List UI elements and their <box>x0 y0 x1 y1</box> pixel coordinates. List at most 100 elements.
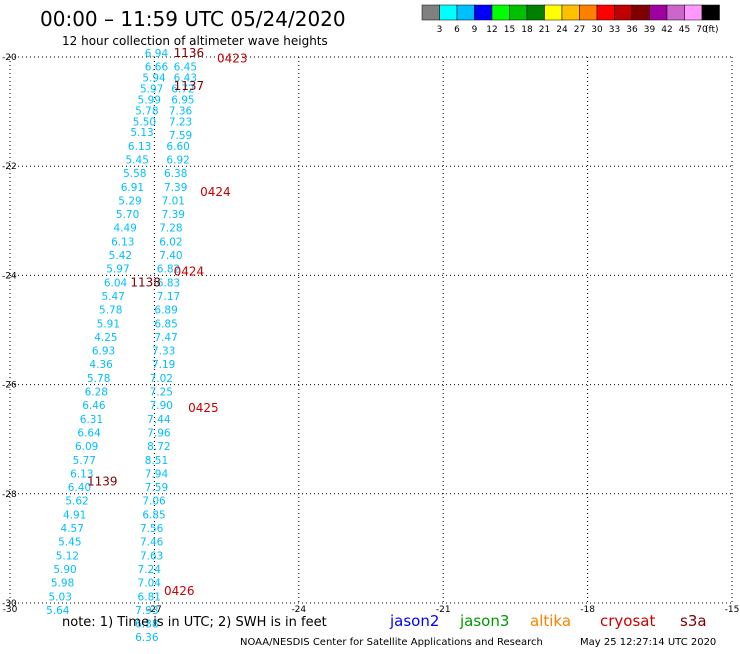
time-label: 0426 <box>164 584 195 598</box>
swh-label: 7.06 <box>142 496 166 508</box>
swh-label: 7.04 <box>138 578 162 590</box>
footer-credit: NOAA/NESDIS Center for Satellite Applica… <box>240 637 543 648</box>
swh-label: 4.36 <box>89 359 113 371</box>
color-scale-label: 39 <box>644 25 656 35</box>
y-tick-label: -30 <box>2 599 17 609</box>
color-scale-label: 6 <box>454 25 460 35</box>
swh-label: 5.62 <box>65 496 88 508</box>
swh-label: 6.13 <box>111 236 134 248</box>
color-scale-label: 15 <box>504 25 515 35</box>
color-scale-label: 3 <box>437 25 443 35</box>
x-tick-label: -21 <box>436 605 451 615</box>
swh-label: 5.47 <box>101 291 124 303</box>
swh-label: 5.45 <box>58 537 81 549</box>
swh-label: 6.88 <box>135 619 158 631</box>
swh-label: 7.17 <box>157 291 180 303</box>
swh-label: 5.29 <box>118 195 141 207</box>
color-scale-label: 24 <box>556 25 568 35</box>
swh-label: 5.77 <box>73 455 96 467</box>
swh-label: 6.72 <box>171 83 194 95</box>
swh-label: 6.95 <box>171 94 194 106</box>
color-scale-label: 33 <box>609 25 620 35</box>
swh-label: 5.45 <box>126 154 149 166</box>
swh-label: 7.39 <box>162 209 185 221</box>
swh-label: 7.46 <box>140 537 164 549</box>
color-scale-label: 27 <box>574 25 585 35</box>
swh-label: 7.36 <box>169 105 193 117</box>
swh-label: 6.02 <box>159 236 182 248</box>
swh-label: 6.85 <box>142 509 165 521</box>
swh-label: 7.33 <box>152 346 175 358</box>
color-scale-label: 36 <box>626 25 638 35</box>
swh-label: 6.46 <box>82 400 106 412</box>
color-swatch <box>491 4 510 21</box>
legend-item: cryosat <box>600 612 655 630</box>
color-scale-label: 70 <box>696 25 708 35</box>
swh-label: 6.45 <box>174 62 197 74</box>
swh-label: 7.47 <box>154 332 177 344</box>
swh-label: 5.98 <box>51 578 74 590</box>
satellite-legend: jason2 jason3 altika cryosat s3a <box>389 612 707 630</box>
swh-label: 8.72 <box>147 441 170 453</box>
swh-label: 5.70 <box>116 209 139 221</box>
y-tick-label: -26 <box>2 381 17 391</box>
axis-tick-labels: -30 -27 -24 -21 -18 -15 -20 -22 -24 -26 -28 -30 <box>2 53 739 615</box>
swh-label: 6.04 <box>104 277 128 289</box>
time-label: 1138 <box>130 275 161 289</box>
swh-label: 6.93 <box>92 346 115 358</box>
color-swatch <box>544 4 563 21</box>
swh-label: 6.66 <box>145 62 169 74</box>
x-tick-label: -27 <box>147 605 162 615</box>
swh-label: 5.78 <box>87 373 110 385</box>
footer-note: note: 1) Time is in UTC; 2) SWH is in fe… <box>62 615 327 630</box>
swh-label: 6.83 <box>157 277 180 289</box>
swh-label: 4.25 <box>94 332 117 344</box>
y-tick-label: -24 <box>2 271 17 281</box>
color-swatch <box>649 4 668 21</box>
swh-label: 5.97 <box>106 264 129 276</box>
swh-label: 7.93 <box>135 605 158 617</box>
color-scale-label: 30 <box>591 25 603 35</box>
swh-label: 6.13 <box>70 468 93 480</box>
swh-label: 6.82 <box>157 264 180 276</box>
y-tick-label: -20 <box>2 53 17 63</box>
legend-item: jason3 <box>459 612 509 630</box>
x-tick-label: -24 <box>291 605 306 615</box>
swh-label: 5.99 <box>138 94 161 106</box>
swh-label: 5.94 <box>142 73 166 85</box>
swh-label: 7.63 <box>140 550 163 562</box>
swh-label: 5.03 <box>49 591 72 603</box>
swh-label: 6.43 <box>174 73 197 85</box>
color-swatch <box>474 4 493 21</box>
swh-label: 8.51 <box>145 455 168 467</box>
color-scale-label: 21 <box>539 25 550 35</box>
satellite-track-a: 6.946.665.945.975.995.785.505.136.135.45… <box>46 48 168 617</box>
swh-label: 4.57 <box>61 523 84 535</box>
color-scale-label: 45 <box>679 25 690 35</box>
swh-label: 4.91 <box>63 509 86 521</box>
swh-label: 7.96 <box>147 427 171 439</box>
color-scale-label: 42 <box>661 25 672 35</box>
swh-label: 7.01 <box>162 195 185 207</box>
swh-label: 5.42 <box>109 250 132 262</box>
swh-label: 6.92 <box>166 154 189 166</box>
swh-label: 5.50 <box>133 116 156 128</box>
swh-label: 6.31 <box>80 414 103 426</box>
color-swatch <box>666 4 685 21</box>
swh-label: 7.39 <box>164 182 187 194</box>
swh-label: 6.81 <box>138 591 161 603</box>
swh-label: 5.58 <box>123 168 146 180</box>
swh-label: 6.60 <box>166 141 189 153</box>
map-subtitle: 12 hour collection of altimeter wave hei… <box>62 34 328 48</box>
y-tick-label: -22 <box>2 162 17 172</box>
lat-lon-grid <box>9 56 733 604</box>
x-tick-label: -18 <box>580 605 595 615</box>
swh-label: 6.85 <box>154 318 177 330</box>
color-scale-unit: (ft) <box>705 25 719 35</box>
swh-label: 6.64 <box>77 427 101 439</box>
swh-label: 6.09 <box>75 441 98 453</box>
color-swatch <box>684 4 703 21</box>
swh-label: 6.89 <box>154 305 177 317</box>
